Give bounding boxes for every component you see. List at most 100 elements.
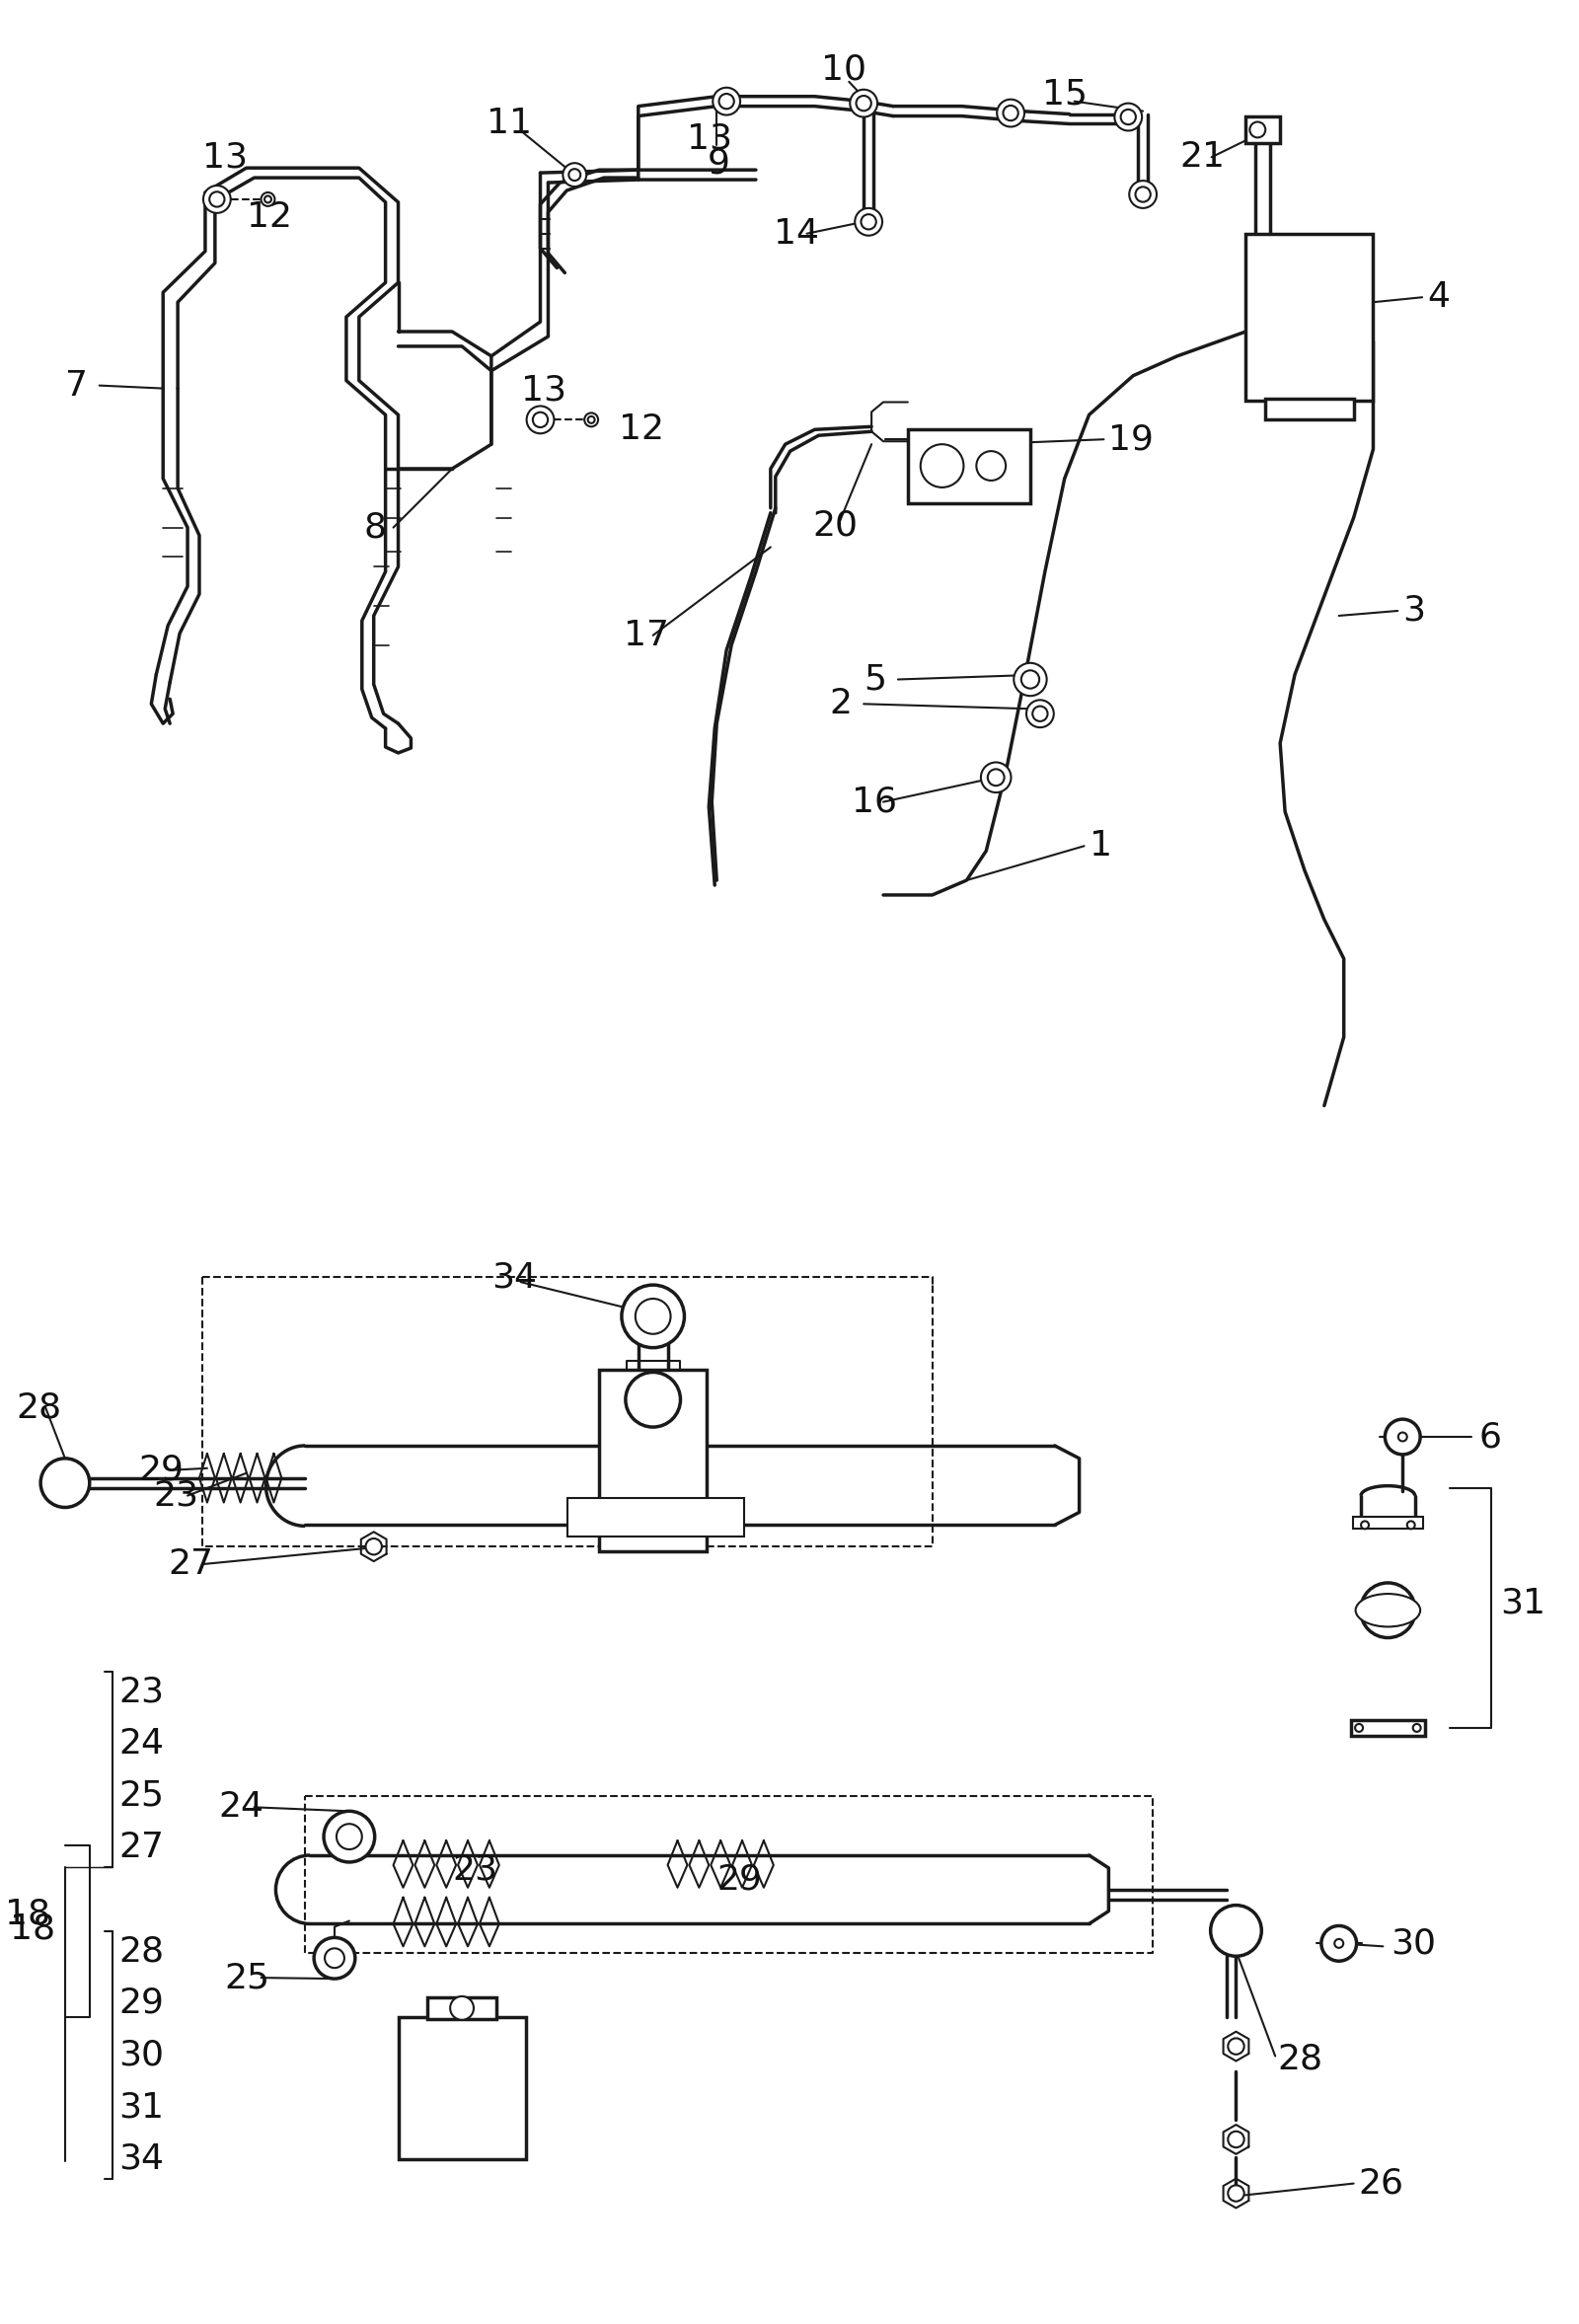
Text: 28: 28 bbox=[16, 1390, 62, 1425]
Circle shape bbox=[1228, 2131, 1244, 2147]
Text: 13: 13 bbox=[202, 139, 248, 174]
Text: 25: 25 bbox=[224, 1961, 270, 1994]
Bar bbox=[598, 1371, 707, 1552]
Circle shape bbox=[1129, 181, 1157, 209]
Circle shape bbox=[1121, 109, 1135, 125]
Text: 1: 1 bbox=[1090, 830, 1112, 862]
Text: 27: 27 bbox=[118, 1831, 164, 1864]
Circle shape bbox=[856, 95, 872, 112]
Bar bbox=[908, 430, 1030, 502]
Text: 5: 5 bbox=[864, 662, 886, 697]
Circle shape bbox=[625, 1371, 681, 1427]
Circle shape bbox=[1135, 186, 1151, 202]
Circle shape bbox=[1228, 2038, 1244, 2054]
Text: 34: 34 bbox=[118, 2143, 164, 2175]
Text: 29: 29 bbox=[139, 1452, 183, 1487]
Text: 30: 30 bbox=[1391, 1927, 1437, 1959]
Circle shape bbox=[584, 414, 598, 428]
Text: 28: 28 bbox=[118, 1934, 164, 1968]
Text: 13: 13 bbox=[521, 374, 567, 407]
Bar bbox=[428, 1996, 496, 2020]
Text: 6: 6 bbox=[1480, 1420, 1502, 1452]
Text: 19: 19 bbox=[1108, 423, 1154, 456]
Text: 18: 18 bbox=[5, 1896, 51, 1931]
Circle shape bbox=[996, 100, 1025, 128]
Circle shape bbox=[264, 195, 272, 202]
Circle shape bbox=[988, 769, 1004, 786]
Text: 23: 23 bbox=[153, 1478, 199, 1513]
Circle shape bbox=[1249, 121, 1265, 137]
Text: 7: 7 bbox=[65, 370, 88, 402]
Bar bbox=[568, 1497, 744, 1536]
Circle shape bbox=[1211, 1906, 1262, 1957]
Circle shape bbox=[1322, 1927, 1356, 1961]
Text: 17: 17 bbox=[624, 618, 669, 653]
Circle shape bbox=[1361, 1583, 1415, 1638]
Text: 21: 21 bbox=[1180, 139, 1225, 174]
Text: 15: 15 bbox=[1042, 77, 1088, 112]
Ellipse shape bbox=[1356, 1594, 1420, 1627]
Circle shape bbox=[718, 93, 734, 109]
Text: 8: 8 bbox=[363, 511, 387, 544]
Text: 27: 27 bbox=[167, 1548, 213, 1580]
Circle shape bbox=[1407, 1522, 1415, 1529]
Circle shape bbox=[1374, 1597, 1402, 1624]
Circle shape bbox=[1361, 1522, 1369, 1529]
Circle shape bbox=[1003, 105, 1018, 121]
Text: 35: 35 bbox=[441, 2073, 486, 2108]
Text: 31: 31 bbox=[1500, 1587, 1546, 1620]
Text: 31: 31 bbox=[118, 2089, 164, 2124]
Text: 26: 26 bbox=[1358, 2166, 1404, 2201]
Circle shape bbox=[336, 1824, 362, 1850]
Circle shape bbox=[921, 444, 963, 488]
Circle shape bbox=[587, 416, 595, 423]
Circle shape bbox=[854, 209, 883, 235]
Bar bbox=[398, 2017, 526, 2159]
Text: 28: 28 bbox=[1277, 2043, 1323, 2075]
Circle shape bbox=[366, 1538, 382, 1555]
Text: 30: 30 bbox=[118, 2038, 164, 2073]
Circle shape bbox=[562, 163, 586, 186]
Circle shape bbox=[1026, 700, 1053, 727]
Circle shape bbox=[635, 1299, 671, 1334]
Text: 12: 12 bbox=[246, 200, 292, 235]
Text: 23: 23 bbox=[118, 1676, 164, 1708]
Text: 25: 25 bbox=[118, 1778, 164, 1813]
Text: 13: 13 bbox=[687, 121, 733, 156]
Bar bbox=[1265, 397, 1353, 421]
Circle shape bbox=[325, 1948, 344, 1968]
Text: 11: 11 bbox=[486, 107, 532, 142]
Text: 24: 24 bbox=[219, 1789, 264, 1824]
Text: 29: 29 bbox=[118, 1987, 164, 2020]
Circle shape bbox=[976, 451, 1006, 481]
Bar bbox=[1353, 1518, 1423, 1529]
Circle shape bbox=[1355, 1724, 1363, 1731]
Circle shape bbox=[532, 411, 548, 428]
Text: 18: 18 bbox=[9, 1913, 55, 1945]
Circle shape bbox=[450, 1996, 474, 2020]
Circle shape bbox=[981, 762, 1011, 792]
Text: 29: 29 bbox=[717, 1864, 763, 1896]
Circle shape bbox=[1033, 706, 1047, 720]
Bar bbox=[1246, 116, 1281, 144]
Circle shape bbox=[204, 186, 231, 214]
Circle shape bbox=[850, 91, 878, 116]
Bar bbox=[1246, 235, 1374, 400]
Circle shape bbox=[1014, 662, 1047, 695]
Circle shape bbox=[1022, 669, 1039, 688]
Circle shape bbox=[1399, 1432, 1407, 1441]
Text: 24: 24 bbox=[118, 1727, 164, 1759]
Circle shape bbox=[1413, 1724, 1421, 1731]
Circle shape bbox=[210, 193, 224, 207]
Circle shape bbox=[41, 1459, 90, 1508]
Text: 20: 20 bbox=[813, 509, 857, 541]
Text: 3: 3 bbox=[1402, 595, 1426, 627]
Text: 12: 12 bbox=[619, 414, 665, 446]
Circle shape bbox=[1385, 1420, 1420, 1455]
Text: 34: 34 bbox=[491, 1260, 537, 1294]
Circle shape bbox=[527, 407, 554, 435]
Circle shape bbox=[622, 1285, 684, 1348]
Circle shape bbox=[1334, 1938, 1344, 1948]
Circle shape bbox=[314, 1938, 355, 1978]
Bar bbox=[1352, 1720, 1424, 1736]
